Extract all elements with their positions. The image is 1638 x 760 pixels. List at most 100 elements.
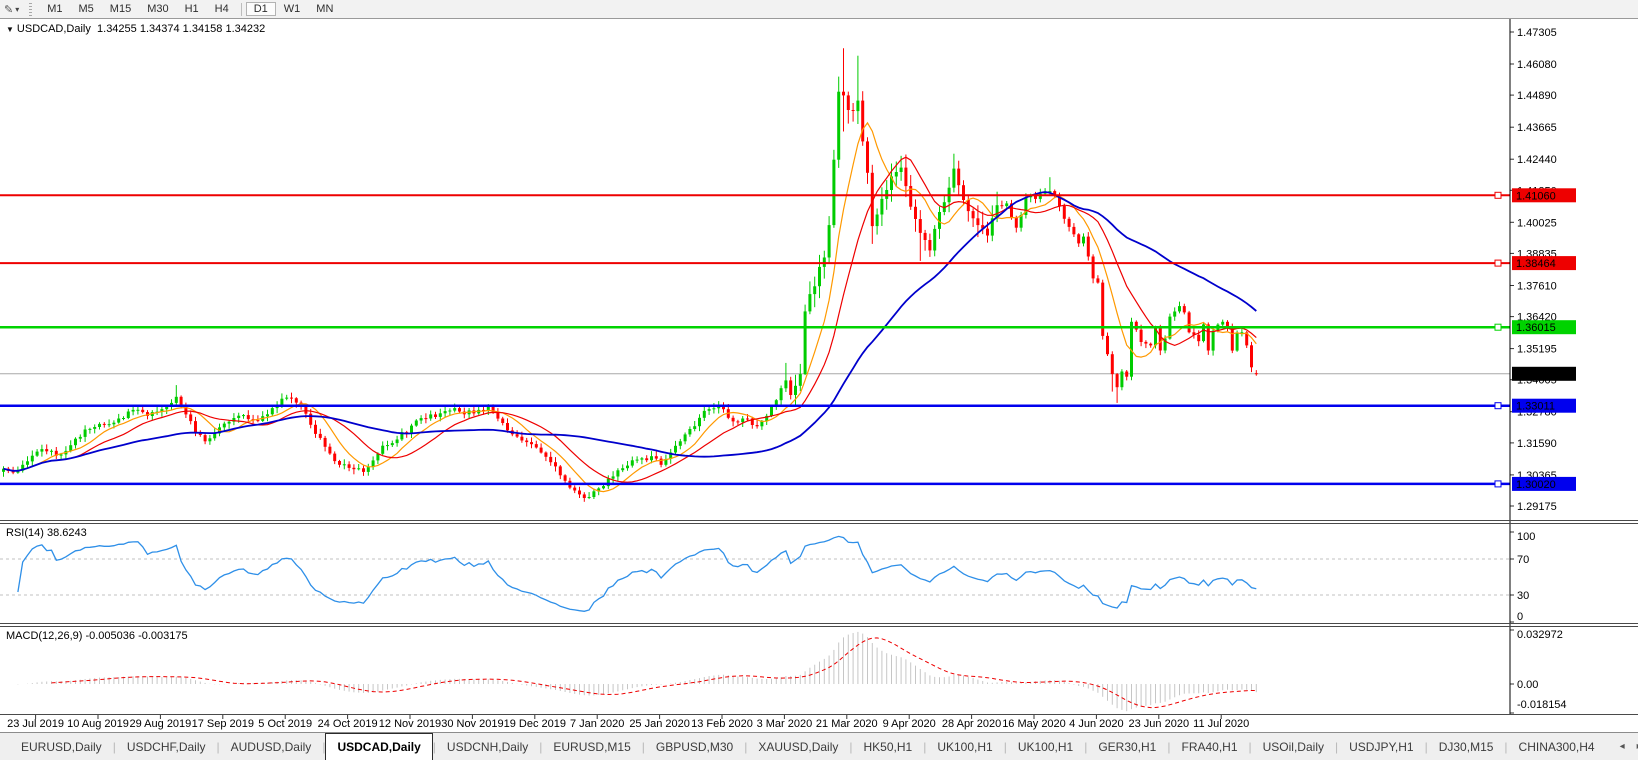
rsi-line xyxy=(17,535,1257,612)
price-axis-tick: 1.47305 xyxy=(1517,27,1557,39)
tab-separator: | xyxy=(849,739,853,754)
timeframe-button-m5[interactable]: M5 xyxy=(78,3,94,15)
level-price-label: 1.41060 xyxy=(1516,190,1556,202)
price-axis-tick: 1.29175 xyxy=(1517,501,1557,513)
chart-tab-eurusd-m15[interactable]: EURUSD,M15 xyxy=(553,739,631,754)
chart-tab-hk50-h1[interactable]: HK50,H1 xyxy=(863,739,913,754)
chart-tab-usdjpy-h1[interactable]: USDJPY,H1 xyxy=(1349,739,1414,754)
chart-tab-audusd-daily[interactable]: AUDUSD,Daily xyxy=(230,739,312,754)
horizontal-level-line[interactable]: 1.38464 xyxy=(0,256,1576,271)
svg-text:1.34232: 1.34232 xyxy=(1516,369,1556,381)
tab-separator: | xyxy=(923,739,927,754)
chart-tab-uk100-h1[interactable]: UK100,H1 xyxy=(937,739,993,754)
date-axis-label: 19 Dec 2019 xyxy=(504,718,566,730)
date-axis-label: 5 Oct 2019 xyxy=(258,718,312,730)
timeframe-button-h4[interactable]: H4 xyxy=(214,3,229,15)
chart-tab-usdcad-daily[interactable]: USDCAD,Daily xyxy=(325,733,433,760)
macd-axis-tick: 0.00 xyxy=(1517,679,1538,691)
chart-canvas[interactable]: 1.473051.460801.448901.436651.424401.412… xyxy=(0,0,1638,732)
tab-separator: | xyxy=(1084,739,1088,754)
chart-symbol-label: USDCAD,Daily xyxy=(16,23,91,35)
chart-tab-usoil-daily[interactable]: USOil,Daily xyxy=(1262,739,1324,754)
chart-ohlc-values: 1.34255 1.34374 1.34158 1.34232 xyxy=(97,23,266,35)
date-axis-label: 11 Jul 2020 xyxy=(1193,718,1249,730)
tab-separator: | xyxy=(322,739,326,754)
candlestick-series xyxy=(2,48,1258,502)
date-axis-label: 28 Apr 2020 xyxy=(942,718,1001,730)
horizontal-level-line[interactable]: 1.30020 xyxy=(0,476,1576,491)
tab-separator: | xyxy=(432,739,436,754)
chart-tab-usdchf-daily[interactable]: USDCHF,Daily xyxy=(126,739,206,754)
tabs-scroll-right-icon[interactable]: ▸ xyxy=(1637,741,1638,752)
rsi-axis-tick: 100 xyxy=(1517,531,1535,543)
timeframe-button-d1[interactable]: D1 xyxy=(245,2,276,16)
chart-tab-fra40-h1[interactable]: FRA40,H1 xyxy=(1181,739,1238,754)
date-axis-label: 12 Nov 2019 xyxy=(379,718,441,730)
date-axis-label: 7 Jan 2020 xyxy=(570,718,624,730)
chart-tab-gbpusd-m30[interactable]: GBPUSD,M30 xyxy=(655,739,734,754)
draw-tool-icon[interactable]: ✎ xyxy=(4,3,14,16)
tab-separator: | xyxy=(744,739,748,754)
current-price-label: 1.34232 xyxy=(1512,366,1576,381)
level-price-label: 1.30020 xyxy=(1516,479,1556,491)
tab-scroll-controls: ◂ ▸ xyxy=(1606,733,1638,760)
date-axis-label: 9 Apr 2020 xyxy=(883,718,936,730)
moving-average-line-0 xyxy=(3,121,1257,493)
date-axis-label: 29 Aug 2019 xyxy=(130,718,192,730)
tab-separator: | xyxy=(1334,739,1339,754)
price-axis-tick: 1.31590 xyxy=(1517,438,1557,450)
date-axis-label: 24 Oct 2019 xyxy=(318,718,378,730)
macd-axis-tick: -0.018154 xyxy=(1517,699,1567,711)
chart-tab-ger30-h1[interactable]: GER30,H1 xyxy=(1098,739,1157,754)
price-axis-tick: 1.43665 xyxy=(1517,122,1557,134)
horizontal-level-line[interactable]: 1.41060 xyxy=(0,188,1576,203)
tabs-scroll-left-icon[interactable]: ◂ xyxy=(1619,741,1625,752)
horizontal-level-line[interactable]: 1.33011 xyxy=(0,398,1576,413)
timeframe-button-mn[interactable]: MN xyxy=(316,3,334,15)
chart-menu-icon[interactable]: ▼ xyxy=(6,25,14,34)
price-axis-tick: 1.44890 xyxy=(1517,90,1557,102)
date-axis-label: 4 Jun 2020 xyxy=(1069,718,1123,730)
macd-indicator-label: MACD(12,26,9) -0.005036 -0.003175 xyxy=(6,630,188,642)
macd-histogram xyxy=(17,631,1257,712)
toolbar-separator xyxy=(240,2,242,16)
rsi-indicator-label: RSI(14) 38.6243 xyxy=(6,527,87,539)
chart-title: ▼ USDCAD,Daily 1.34255 1.34374 1.34158 1.… xyxy=(6,23,265,35)
chevron-down-icon[interactable]: ▾ xyxy=(15,4,20,14)
date-axis-label: 16 May 2020 xyxy=(1002,718,1066,730)
price-axis-tick: 1.35195 xyxy=(1517,344,1557,356)
timeframe-button-m1[interactable]: M1 xyxy=(47,3,63,15)
chart-tab-xauusd-daily[interactable]: XAUUSD,Daily xyxy=(758,739,839,754)
chart-tabs: EURUSD,Daily | USDCHF,Daily | AUDUSD,Daily | U… xyxy=(10,733,1606,760)
tab-separator: | xyxy=(539,739,543,754)
toolbar: ✎ ▾ M1 M5 M15 M30 H1 H4 D1 W1 MN xyxy=(0,0,1638,19)
date-axis-label: 23 Jul 2019 xyxy=(7,718,64,730)
timeframe-buttons: M1 M5 M15 M30 H1 H4 D1 W1 MN xyxy=(39,2,341,16)
rsi-axis-tick: 30 xyxy=(1517,590,1529,602)
timeframe-button-m15[interactable]: M15 xyxy=(109,3,132,15)
level-price-label: 1.38464 xyxy=(1516,258,1556,270)
chart-tab-usdcnh-daily[interactable]: USDCNH,Daily xyxy=(446,739,529,754)
tab-separator: | xyxy=(1248,739,1252,754)
horizontal-level-line[interactable]: 1.36015 xyxy=(0,320,1576,335)
tab-separator: | xyxy=(1504,739,1508,754)
timeframe-button-w1[interactable]: W1 xyxy=(283,3,301,15)
date-axis-label: 30 Nov 2019 xyxy=(441,718,503,730)
rsi-axis-tick: 70 xyxy=(1517,554,1529,566)
timeframe-button-h1[interactable]: H1 xyxy=(184,3,199,15)
date-axis-label: 21 Mar 2020 xyxy=(816,718,878,730)
toolbar-grip-handle[interactable] xyxy=(29,2,33,16)
price-axis-tick: 1.37610 xyxy=(1517,281,1557,293)
price-axis-tick: 1.46080 xyxy=(1517,59,1557,71)
moving-average-line-2 xyxy=(3,191,1257,472)
tab-separator: | xyxy=(216,739,220,754)
timeframe-button-m30[interactable]: M30 xyxy=(147,3,169,15)
chart-tab-eurusd-daily[interactable]: EURUSD,Daily xyxy=(21,739,102,754)
chart-tab-china300-h4[interactable]: CHINA300,H4 xyxy=(1518,739,1595,754)
date-axis-label: 23 Jun 2020 xyxy=(1129,718,1190,730)
chart-tab-uk100-h1[interactable]: UK100,H1 xyxy=(1017,739,1074,754)
moving-average-line-1 xyxy=(3,156,1257,483)
date-axis-label: 3 Mar 2020 xyxy=(757,718,813,730)
chart-tab-dj30-m15[interactable]: DJ30,M15 xyxy=(1438,739,1494,754)
